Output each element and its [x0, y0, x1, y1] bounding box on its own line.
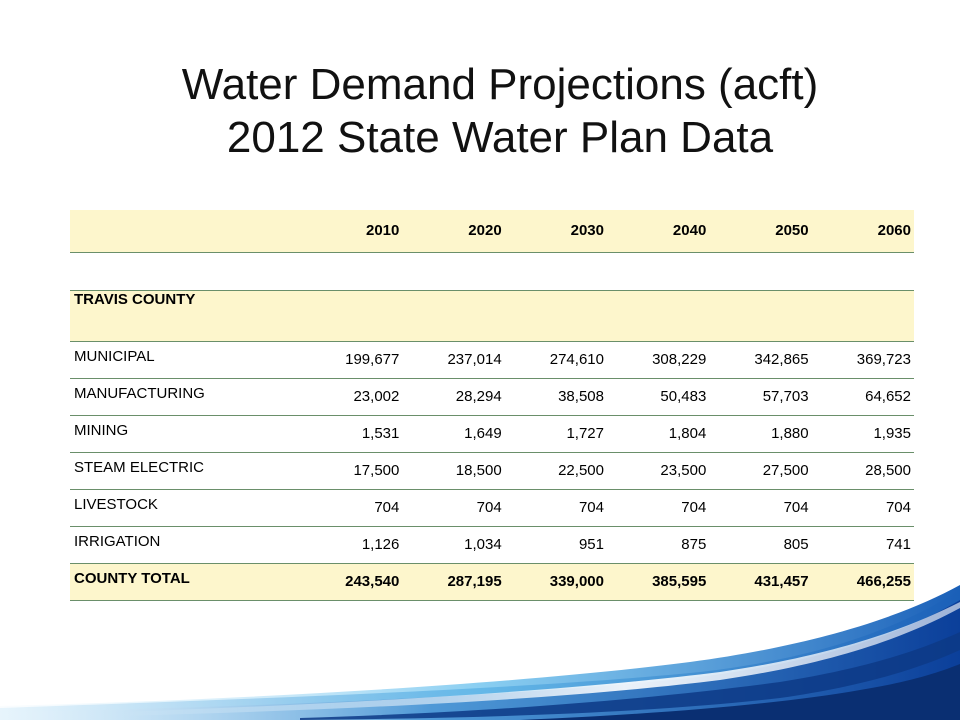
value-cell: 199,677: [300, 341, 403, 379]
total-value-cell: 339,000: [504, 563, 607, 601]
value-cell: 704: [402, 489, 505, 527]
value-cell: 38,508: [504, 378, 607, 416]
total-label: COUNTY TOTAL: [70, 563, 301, 601]
total-row: COUNTY TOTAL 243,540 287,195 339,000 385…: [70, 563, 914, 601]
value-cell: 1,804: [606, 415, 710, 453]
value-cell: 64,652: [811, 378, 914, 416]
value-cell: 308,229: [606, 341, 710, 379]
total-value-cell: 385,595: [606, 563, 710, 601]
year-header-row: 2010 2020 2030 2040 2050 2060: [70, 210, 914, 253]
year-header: 2030: [504, 210, 607, 253]
category-label: STEAM ELECTRIC: [70, 452, 301, 490]
year-header: 2040: [606, 210, 710, 253]
value-cell: 369,723: [811, 341, 914, 379]
value-cell: 875: [606, 526, 710, 564]
title-line-2: 2012 State Water Plan Data: [226, 113, 774, 162]
slide-title: Water Demand Projections (acft) 2012 Sta…: [60, 58, 940, 164]
year-header: 2060: [811, 210, 914, 253]
value-cell: 17,500: [300, 452, 403, 490]
value-cell: 805: [709, 526, 812, 564]
value-cell: 18,500: [402, 452, 505, 490]
value-cell: 57,703: [709, 378, 812, 416]
value-cell: 23,500: [606, 452, 710, 490]
value-cell: 1,649: [402, 415, 505, 453]
value-cell: 1,034: [402, 526, 505, 564]
year-header: 2020: [402, 210, 505, 253]
value-cell: 22,500: [504, 452, 607, 490]
total-value-cell: 466,255: [811, 563, 914, 601]
value-cell: 704: [300, 489, 403, 527]
table-row: LIVESTOCK 704 704 704 704 704 704: [70, 489, 914, 527]
value-cell: 704: [606, 489, 710, 527]
value-cell: 1,727: [504, 415, 607, 453]
section-label: TRAVIS COUNTY: [70, 290, 301, 342]
value-cell: 1,126: [300, 526, 403, 564]
category-label: MINING: [70, 415, 301, 453]
value-cell: 23,002: [300, 378, 403, 416]
total-value-cell: 431,457: [709, 563, 812, 601]
value-cell: 27,500: [709, 452, 812, 490]
section-row: TRAVIS COUNTY: [70, 290, 914, 342]
value-cell: 951: [504, 526, 607, 564]
table-row: STEAM ELECTRIC 17,500 18,500 22,500 23,5…: [70, 452, 914, 490]
value-cell: 741: [811, 526, 914, 564]
value-cell: 50,483: [606, 378, 710, 416]
year-header: 2010: [300, 210, 403, 253]
year-header: 2050: [709, 210, 812, 253]
value-cell: 237,014: [402, 341, 505, 379]
category-label: MUNICIPAL: [70, 341, 301, 379]
table-row: MANUFACTURING 23,002 28,294 38,508 50,48…: [70, 378, 914, 416]
total-value-cell: 243,540: [300, 563, 403, 601]
value-cell: 28,294: [402, 378, 505, 416]
category-label: IRRIGATION: [70, 526, 301, 564]
value-cell: 1,880: [709, 415, 812, 453]
title-line-1: Water Demand Projections (acft): [181, 60, 819, 109]
table-row: MINING 1,531 1,649 1,727 1,804 1,880 1,9…: [70, 415, 914, 453]
value-cell: 274,610: [504, 341, 607, 379]
value-cell: 704: [709, 489, 812, 527]
category-label: MANUFACTURING: [70, 378, 301, 416]
spacer-row: [70, 252, 914, 291]
value-cell: 704: [811, 489, 914, 527]
value-cell: 704: [504, 489, 607, 527]
table-row: MUNICIPAL 199,677 237,014 274,610 308,22…: [70, 341, 914, 379]
water-demand-table: 2010 2020 2030 2040 2050 2060 TRAVIS COU…: [70, 210, 914, 601]
total-value-cell: 287,195: [402, 563, 505, 601]
header-empty-cell: [70, 210, 301, 253]
value-cell: 1,935: [811, 415, 914, 453]
category-label: LIVESTOCK: [70, 489, 301, 527]
table-row: IRRIGATION 1,126 1,034 951 875 805 741: [70, 526, 914, 564]
value-cell: 342,865: [709, 341, 812, 379]
value-cell: 28,500: [811, 452, 914, 490]
value-cell: 1,531: [300, 415, 403, 453]
